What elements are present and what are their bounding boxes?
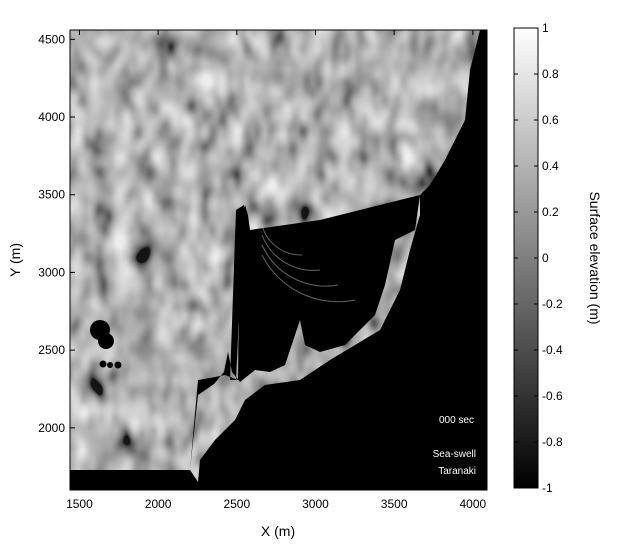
x-tick-label: 1500 xyxy=(66,497,93,511)
x-tick-label: 3000 xyxy=(302,497,329,511)
time-annotation: 000 sec xyxy=(439,415,474,426)
y-tick-label: 2000 xyxy=(38,421,65,435)
rock-island xyxy=(99,360,107,368)
y-tick-label: 2500 xyxy=(38,343,65,357)
colorbar-tick-label: 0.6 xyxy=(542,113,559,127)
y-tick-label: 3000 xyxy=(38,265,65,279)
x-axis-label: X (m) xyxy=(261,523,295,539)
colorbar-ticks: 1 0.8 0.6 0.4 0.2 0 -0.2 -0.4 -0.6 -0.8 -1 xyxy=(514,21,563,495)
colorbar-tick-label: 0.2 xyxy=(542,205,559,219)
rock-island xyxy=(98,333,114,349)
y-axis-ticks: 2000 2500 3000 3500 4000 4500 xyxy=(38,32,487,435)
x-tick-label: 4000 xyxy=(459,497,486,511)
rock-island xyxy=(114,361,122,369)
colorbar-tick-label: -0.4 xyxy=(542,343,563,357)
colorbar-tick-label: -1 xyxy=(542,481,553,495)
colorbar-tick-label: 0.8 xyxy=(542,67,559,81)
annotation-location: Taranaki xyxy=(438,466,476,477)
annotation-sea-swell: Sea-swell xyxy=(433,449,476,460)
x-tick-label: 2000 xyxy=(145,497,172,511)
colorbar-tick-label: 0 xyxy=(542,251,549,265)
x-axis-ticks: 1500 2000 2500 3000 3500 4000 xyxy=(66,30,487,511)
colorbar-label: Surface elevation (m) xyxy=(587,191,603,324)
y-tick-label: 3500 xyxy=(38,188,65,202)
colorbar-tick-label: 1 xyxy=(542,21,549,35)
colorbar-tick-label: -0.8 xyxy=(542,435,563,449)
colorbar-tick-label: -0.2 xyxy=(542,297,563,311)
y-axis-label: Y (m) xyxy=(7,243,23,277)
colorbar-tick-label: 0.4 xyxy=(542,159,559,173)
y-tick-label: 4000 xyxy=(38,110,65,124)
x-tick-label: 3500 xyxy=(381,497,408,511)
x-tick-label: 2500 xyxy=(223,497,250,511)
rock-island xyxy=(107,362,113,368)
y-tick-label: 4500 xyxy=(38,32,65,46)
colorbar-tick-label: -0.6 xyxy=(542,389,563,403)
plot-area xyxy=(70,30,487,490)
diffraction-rings xyxy=(261,224,356,303)
land-mask xyxy=(70,30,487,490)
plot-frame xyxy=(69,29,488,491)
